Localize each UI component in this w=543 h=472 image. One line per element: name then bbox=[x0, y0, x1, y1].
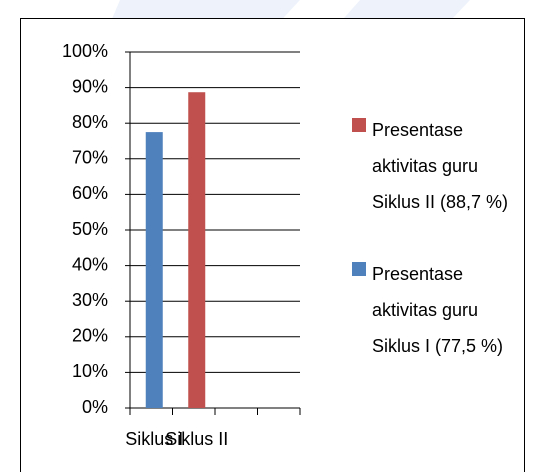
x-tick-label: Siklus I bbox=[125, 429, 183, 449]
y-tick-label: 100% bbox=[62, 41, 108, 61]
legend-label: Presentase aktivitas guru Siklus II (88,… bbox=[372, 120, 509, 212]
chart-area bbox=[21, 19, 524, 472]
y-tick-label: 50% bbox=[72, 219, 108, 239]
chart-border bbox=[20, 18, 525, 472]
y-tick-label: 30% bbox=[72, 290, 108, 310]
y-tick-label: 20% bbox=[72, 326, 108, 346]
y-tick-label: 10% bbox=[72, 361, 108, 381]
x-tick-label: Siklus II bbox=[165, 429, 228, 449]
legend-swatch bbox=[352, 262, 366, 276]
y-tick-label: 40% bbox=[72, 254, 108, 274]
y-tick-label: 0% bbox=[82, 397, 108, 417]
y-tick-label: 70% bbox=[72, 148, 108, 168]
bar bbox=[145, 132, 163, 408]
legend-swatch bbox=[352, 118, 366, 132]
bar bbox=[188, 92, 206, 408]
y-tick-label: 60% bbox=[72, 183, 108, 203]
y-tick-label: 80% bbox=[72, 112, 108, 132]
y-tick-label: 90% bbox=[72, 76, 108, 96]
legend-label: Presentase aktivitas guru Siklus I (77,5… bbox=[372, 264, 504, 356]
